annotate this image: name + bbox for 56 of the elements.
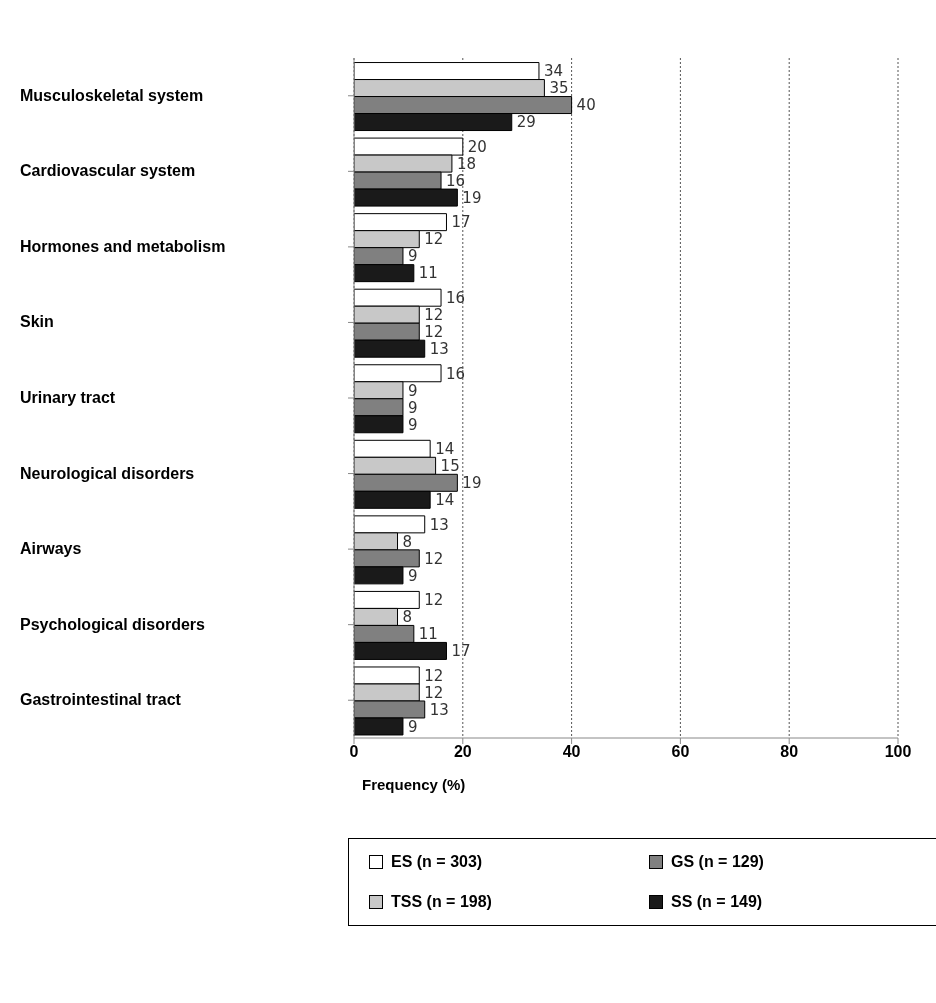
y-tick-label: Skin (20, 313, 54, 331)
x-tick-label: 20 (453, 743, 472, 761)
data-label: 17 (451, 213, 471, 232)
data-label: 9 (407, 398, 418, 417)
data-label: 9 (407, 717, 418, 736)
y-tick-label: Hormones and metabolism (20, 237, 226, 255)
data-label: 9 (407, 247, 418, 266)
data-label: 11 (418, 264, 438, 283)
data-label: 18 (456, 154, 477, 173)
data-label: 12 (424, 306, 444, 325)
data-label: 12 (424, 591, 444, 610)
x-tick-label: 100 (884, 743, 912, 761)
y-tick-label: Psychological disorders (20, 615, 206, 633)
data-label: 13 (429, 700, 449, 719)
data-label: 40 (576, 96, 596, 115)
x-axis-title: Frequency (%) (362, 776, 466, 793)
data-label: 16 (446, 289, 466, 308)
data-label: 19 (462, 474, 482, 493)
x-tick-label: 60 (671, 743, 690, 761)
data-label: 16 (446, 364, 466, 383)
y-tick-label: Neurological disorders (20, 464, 195, 482)
data-label: 12 (424, 666, 444, 685)
x-tick-label: 80 (780, 743, 799, 761)
data-label: 13 (429, 515, 449, 534)
data-label: 20 (467, 137, 487, 156)
data-label: 8 (402, 608, 413, 627)
data-label: 14 (435, 491, 455, 510)
data-label: 8 (402, 532, 413, 551)
data-label: 9 (407, 566, 418, 585)
data-label: 34 (543, 62, 564, 81)
data-label: 9 (407, 381, 418, 400)
x-tick-label: 0 (349, 743, 359, 761)
y-tick-label: Gastrointestinal tract (20, 691, 182, 709)
data-label: 12 (424, 323, 444, 342)
y-tick-label: Musculoskeletal system (20, 86, 204, 104)
y-tick-label: Urinary tract (20, 389, 116, 406)
data-label: 19 (462, 188, 482, 207)
data-label: 29 (516, 113, 536, 132)
data-label: 12 (424, 683, 444, 702)
legend-label: GS (n = 129) (671, 853, 764, 871)
data-label: 15 (440, 457, 460, 476)
legend-label: ES (n = 303) (391, 853, 483, 871)
data-label: 9 (407, 415, 418, 434)
data-label: 16 (446, 171, 466, 190)
data-label: 14 (435, 440, 455, 459)
data-label: 11 (418, 625, 438, 644)
x-tick-label: 40 (562, 743, 581, 761)
legend-label: TSS (n = 198) (391, 893, 492, 911)
legend-label: SS (n = 149) (671, 893, 763, 911)
data-label: 12 (424, 230, 444, 249)
data-label: 35 (549, 79, 569, 98)
data-label: 13 (429, 340, 449, 359)
y-tick-label: Airways (20, 540, 82, 558)
data-label: 12 (424, 549, 444, 568)
y-tick-label: Cardiovascular system (20, 162, 196, 180)
data-label: 17 (451, 642, 471, 661)
